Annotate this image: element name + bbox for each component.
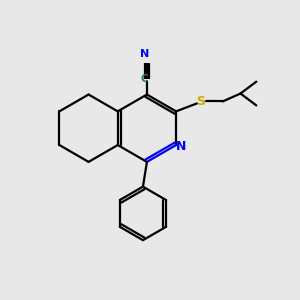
Text: C: C <box>140 74 148 84</box>
Text: N: N <box>176 140 186 152</box>
Text: N: N <box>140 49 150 59</box>
Text: S: S <box>196 95 206 108</box>
